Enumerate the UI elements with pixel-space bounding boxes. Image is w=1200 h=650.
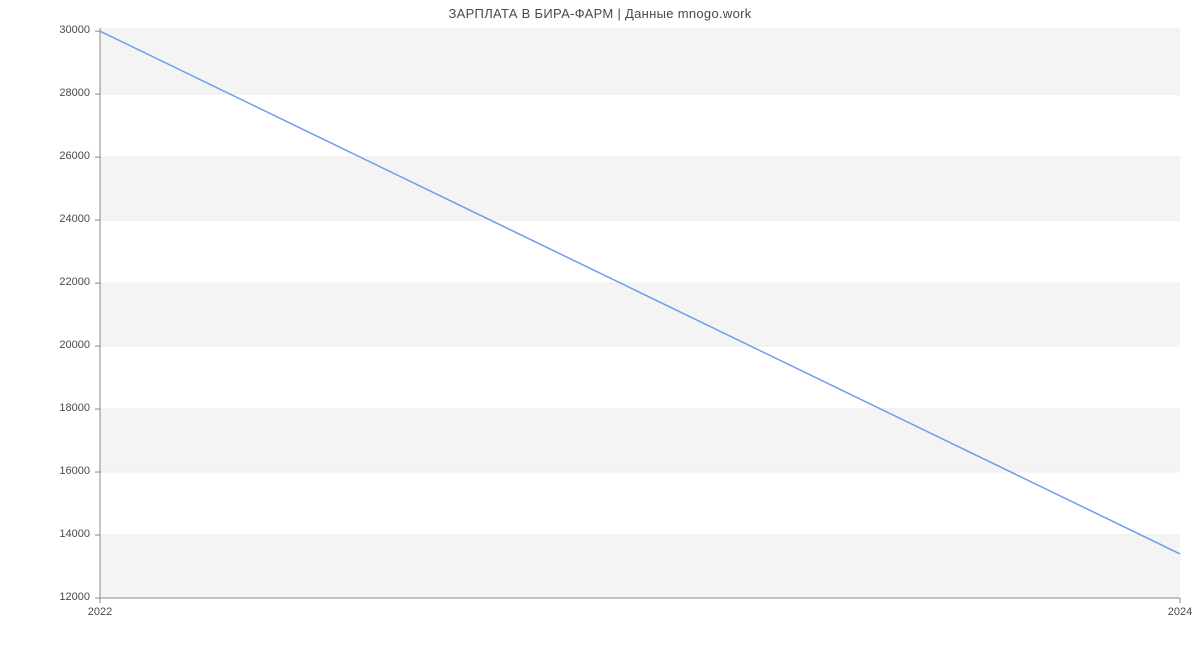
y-tick-label: 18000	[46, 402, 90, 414]
y-tick-label: 16000	[46, 465, 90, 477]
salary-line-chart: ЗАРПЛАТА В БИРА-ФАРМ | Данные mnogo.work…	[0, 0, 1200, 650]
chart-plot-area	[0, 0, 1200, 650]
y-tick-label: 30000	[46, 24, 90, 36]
y-tick-label: 26000	[46, 150, 90, 162]
x-tick-label: 2022	[80, 606, 120, 618]
y-tick-label: 22000	[46, 276, 90, 288]
y-tick-label: 24000	[46, 213, 90, 225]
y-tick-label: 12000	[46, 591, 90, 603]
chart-title: ЗАРПЛАТА В БИРА-ФАРМ | Данные mnogo.work	[0, 6, 1200, 21]
y-tick-label: 14000	[46, 528, 90, 540]
y-tick-label: 20000	[46, 339, 90, 351]
x-tick-label: 2024	[1160, 606, 1200, 618]
y-tick-label: 28000	[46, 87, 90, 99]
